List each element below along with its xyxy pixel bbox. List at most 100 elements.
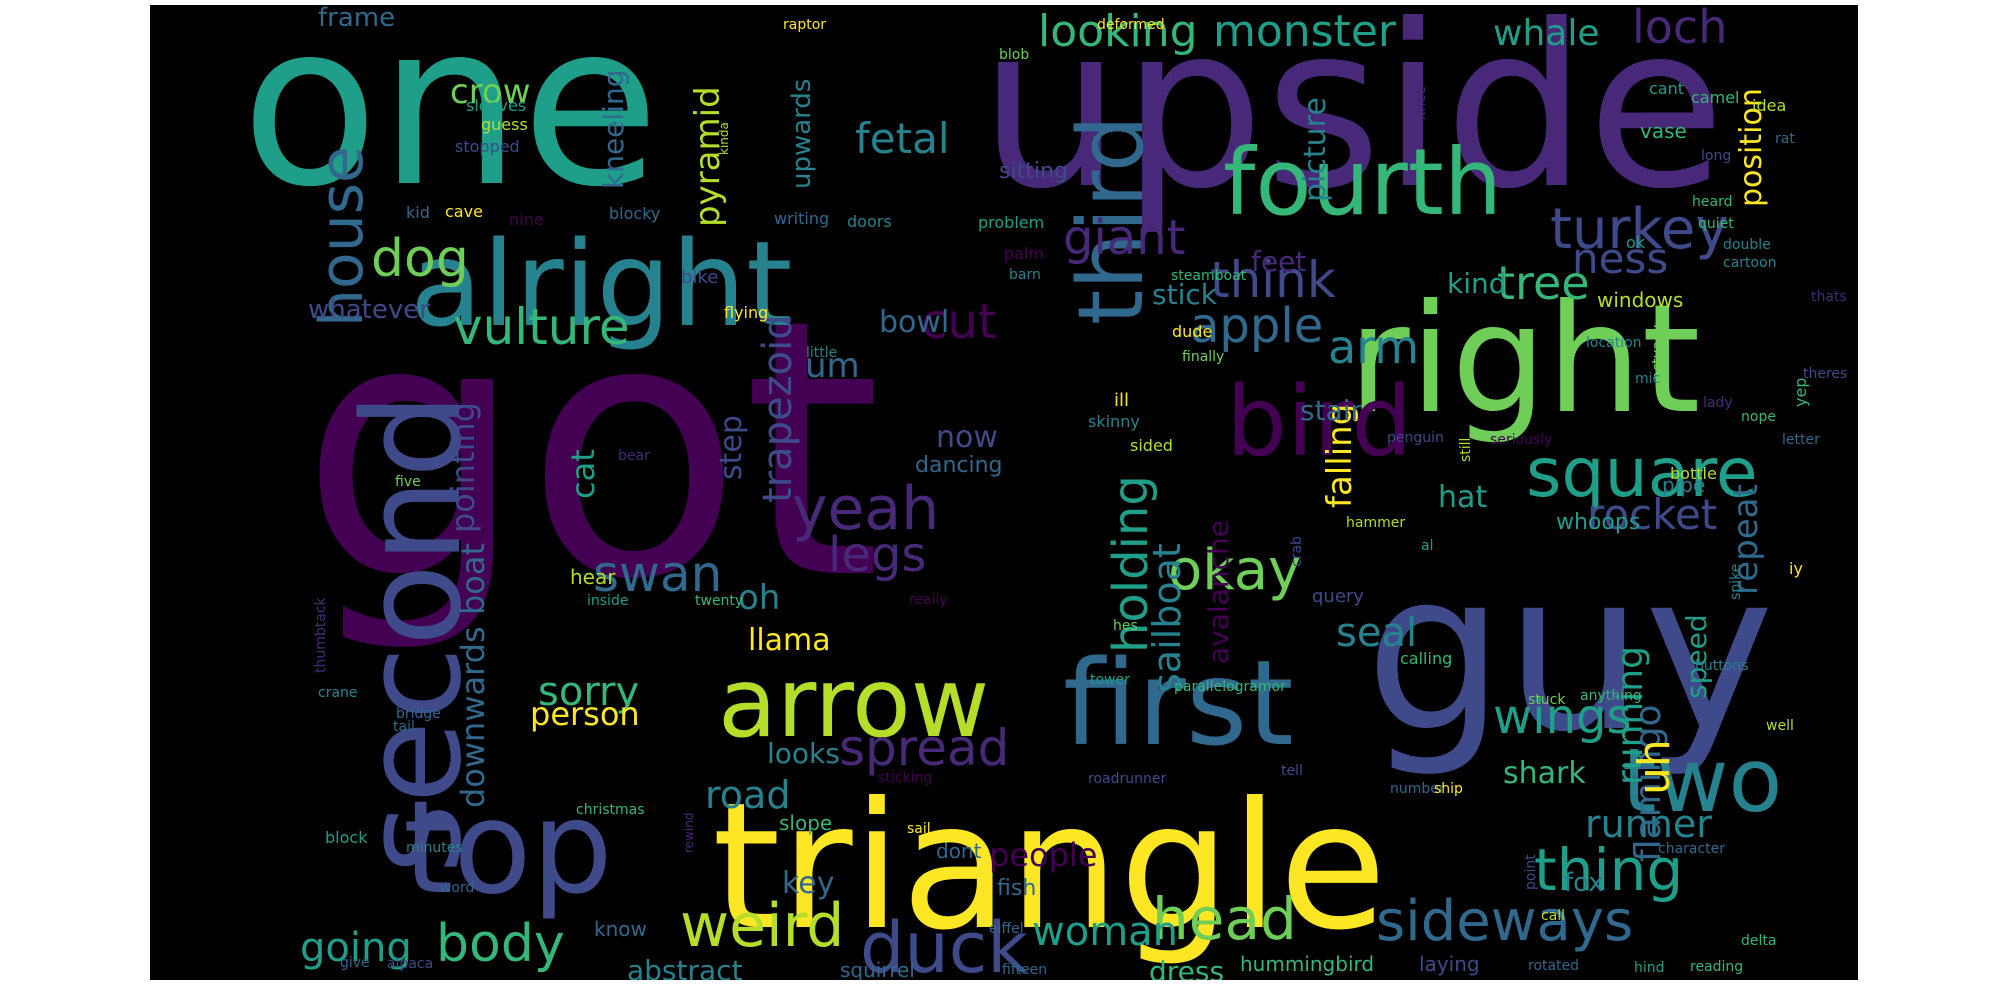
word-arrow: arrow: [718, 647, 989, 759]
word-blocky: blocky: [609, 204, 660, 223]
word-dress: dress: [1149, 955, 1224, 980]
word-spread: spread: [839, 719, 1009, 777]
word-theres: theres: [1803, 366, 1847, 382]
word-really: really: [909, 592, 948, 608]
word-fish: fish: [997, 876, 1036, 901]
word-double: double: [1723, 237, 1771, 253]
word-body: body: [436, 914, 565, 974]
word-top: top: [403, 774, 613, 923]
word-guy: guy: [1365, 524, 1774, 780]
word-query: query: [1312, 586, 1364, 607]
word-duck: duck: [860, 907, 1028, 980]
word-thats: thats: [1811, 289, 1847, 305]
word-iy: iy: [1789, 559, 1803, 578]
word-people: people: [989, 836, 1097, 874]
word-legs: legs: [828, 527, 926, 583]
word-camel: camel: [1691, 88, 1739, 107]
word-cat: cat: [564, 449, 602, 499]
word-rotated: rotated: [1528, 958, 1579, 974]
word-ness: ness: [1572, 234, 1668, 283]
word-fox: fox: [1564, 868, 1604, 898]
word-picture: picture: [1298, 97, 1333, 202]
word-reading: reading: [1690, 959, 1743, 975]
word-finally: finally: [1182, 349, 1224, 365]
word-dancing: dancing: [915, 453, 1003, 478]
word-house: house: [307, 146, 377, 327]
word-nine: nine: [509, 210, 544, 229]
word-alright: alright: [410, 215, 792, 353]
word-llama: llama: [748, 623, 831, 658]
word-square: square: [1526, 434, 1758, 513]
word-repeat: repeat: [1726, 484, 1766, 595]
word-pointing: pointing: [444, 402, 482, 533]
word-um: um: [805, 346, 860, 386]
word-weird: weird: [680, 891, 844, 961]
word-arm: arm: [1328, 320, 1419, 374]
word-right: right: [1348, 273, 1700, 447]
word-first: first: [1063, 634, 1294, 772]
word-thumbtack: thumbtack: [313, 596, 329, 673]
word-looking: looking: [1038, 6, 1198, 57]
word-apple: apple: [1190, 298, 1323, 354]
word-ship: ship: [1434, 781, 1463, 797]
word-stopped: stopped: [455, 137, 520, 156]
word-frame: frame: [318, 5, 395, 33]
word-upwards: upwards: [787, 79, 817, 189]
word-doors: doors: [847, 212, 892, 231]
word-fetal: fetal: [855, 114, 950, 163]
word-mic: mic: [1635, 371, 1660, 387]
word-lady: lady: [1703, 395, 1733, 411]
word-call: call: [1541, 908, 1565, 924]
word-road: road: [705, 773, 790, 817]
word-long: long: [1701, 148, 1731, 164]
word-dont: dont: [936, 839, 982, 863]
word-kneeling: kneeling: [597, 70, 630, 190]
word-windows: windows: [1597, 288, 1683, 312]
word-nope: nope: [1741, 409, 1776, 425]
word-tell: tell: [1281, 763, 1303, 779]
word-raptor: raptor: [783, 17, 826, 33]
word-stuck: stuck: [1528, 692, 1566, 708]
word-still: still: [1458, 438, 1474, 462]
word-guess: guess: [481, 115, 528, 134]
word-person: person: [530, 695, 640, 733]
word-kind: kind: [1447, 267, 1507, 300]
word-shark: shark: [1503, 756, 1586, 791]
word-rocket: rocket: [1587, 490, 1717, 539]
word-swan: swan: [593, 545, 722, 603]
cloud-background: [150, 5, 1858, 980]
word-crow: crow: [450, 72, 531, 112]
word-bottle: bottle: [1670, 464, 1717, 483]
word-head: head: [1152, 885, 1297, 953]
word-deformed: deformed: [1097, 17, 1165, 33]
word-seriously: seriously: [1490, 432, 1552, 448]
word-whoops: whoops: [1556, 510, 1640, 535]
word-boat: boat: [454, 543, 492, 615]
word-think: think: [1210, 251, 1336, 309]
word-anything: anything: [1580, 688, 1642, 704]
word-alpaca: alpaca: [387, 956, 433, 972]
word-ill: ill: [1114, 390, 1129, 411]
word-running: running: [1610, 646, 1651, 785]
word-now: now: [936, 420, 998, 455]
word-seal: seal: [1336, 610, 1417, 656]
word-bike: bike: [681, 267, 718, 288]
word-palm: palm: [1004, 244, 1044, 263]
word-giant: giant: [1063, 210, 1185, 266]
word-sideways: sideways: [1376, 889, 1633, 954]
word-steamboat: steamboat: [1171, 268, 1247, 284]
word-number: number: [1390, 781, 1445, 797]
word-speed: speed: [1680, 614, 1713, 699]
word-looks: looks: [767, 737, 840, 770]
word-spike: spike: [1728, 564, 1744, 600]
word-five: five: [395, 474, 421, 490]
word-whale: whale: [1493, 13, 1599, 54]
word-little: little: [806, 345, 837, 361]
word-crab: crab: [1289, 536, 1305, 567]
word-christmas: christmas: [576, 802, 645, 818]
word-flamingo: flamingo: [1628, 705, 1669, 863]
word-calling: calling: [1400, 649, 1452, 668]
word-location: location: [1586, 335, 1642, 351]
word-knee: knee: [1413, 86, 1429, 120]
